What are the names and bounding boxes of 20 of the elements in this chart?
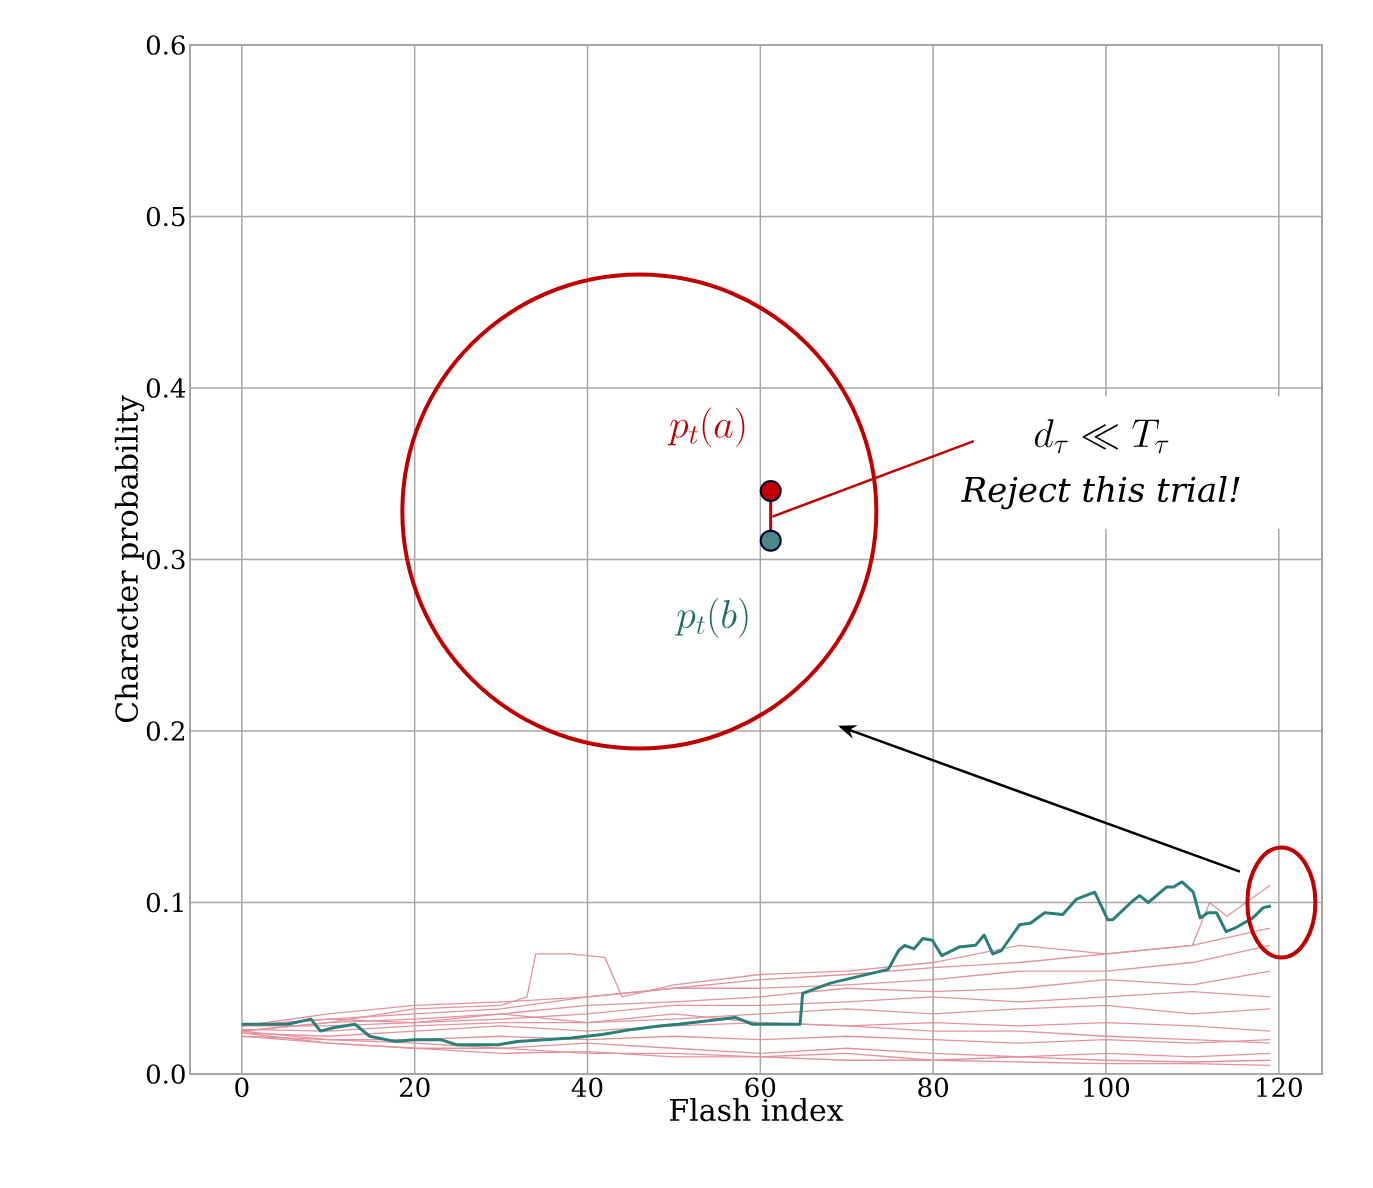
y-tick-label: 0.6 <box>146 35 185 55</box>
y-tick-label: 0.3 <box>146 549 185 570</box>
annotation: $d_\tau \ll T_\tau$ <box>1034 419 1169 454</box>
x-tick-label: 80 <box>918 1077 948 1098</box>
x-tick-label: 40 <box>571 1077 603 1098</box>
y-tick-label: 0.1 <box>146 892 183 913</box>
y-tick-label: 0.0 <box>146 1064 185 1084</box>
annotation: $p_t(a)$ <box>667 407 745 448</box>
y-axis-title: Character probability <box>114 395 145 723</box>
y-tick-label: 0.2 <box>146 721 184 741</box>
y-tick-label: 0.4 <box>146 378 186 398</box>
x-tick-label: 0 <box>235 1077 249 1098</box>
x-tick-label: 20 <box>399 1077 430 1098</box>
annotation: $p_t(b)$ <box>674 597 748 638</box>
x-tick-label: 60 <box>745 1077 776 1098</box>
x-tick-label: 120 <box>1257 1077 1302 1098</box>
x-tick-label: 100 <box>1084 1077 1130 1098</box>
x-axis-title: Flash index <box>670 1098 844 1122</box>
y-tick-label: 0.5 <box>146 206 185 227</box>
annotation: Reject this trial! <box>961 475 1240 510</box>
